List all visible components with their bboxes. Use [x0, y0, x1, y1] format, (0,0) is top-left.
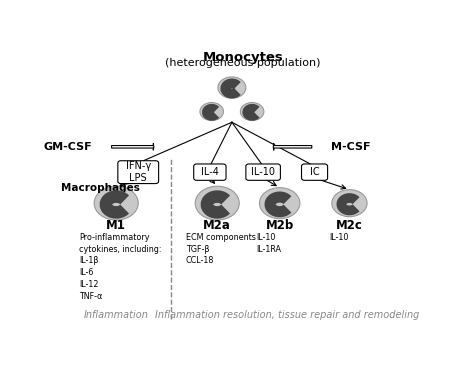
Text: M2c: M2c [336, 219, 363, 232]
Text: GM-CSF: GM-CSF [44, 142, 92, 152]
Circle shape [218, 77, 246, 98]
Text: ECM components
TGF-β
CCL-18: ECM components TGF-β CCL-18 [186, 233, 256, 265]
Circle shape [240, 102, 264, 120]
Text: IL-4: IL-4 [201, 167, 219, 177]
Text: Macrophages: Macrophages [61, 183, 140, 193]
Text: (heterogeneous population): (heterogeneous population) [165, 58, 321, 68]
Text: IL-10: IL-10 [329, 233, 349, 242]
Text: IL-10
IL-1RA: IL-10 IL-1RA [256, 233, 281, 254]
FancyBboxPatch shape [301, 164, 328, 180]
Text: Inflammation: Inflammation [84, 310, 149, 320]
Text: M2a: M2a [203, 219, 231, 232]
Circle shape [332, 190, 367, 217]
Text: M2b: M2b [265, 219, 294, 232]
FancyBboxPatch shape [194, 164, 226, 180]
Text: Monocytes: Monocytes [202, 51, 283, 64]
Circle shape [195, 186, 239, 220]
Text: M-CSF: M-CSF [331, 142, 371, 152]
Text: M1: M1 [106, 219, 126, 232]
Circle shape [94, 186, 138, 220]
FancyBboxPatch shape [246, 164, 281, 180]
FancyBboxPatch shape [118, 161, 159, 184]
Circle shape [200, 102, 223, 120]
Text: IL-10: IL-10 [251, 167, 275, 177]
Text: Pro-inflammatory
cytokines, including:
IL-1β
IL-6
IL-12
TNF-α: Pro-inflammatory cytokines, including: I… [80, 233, 162, 301]
Circle shape [259, 188, 300, 219]
Text: Inflammation resolution, tissue repair and remodeling: Inflammation resolution, tissue repair a… [155, 310, 419, 320]
Text: IC: IC [310, 167, 319, 177]
Text: IFN-γ
LPS: IFN-γ LPS [126, 161, 151, 183]
